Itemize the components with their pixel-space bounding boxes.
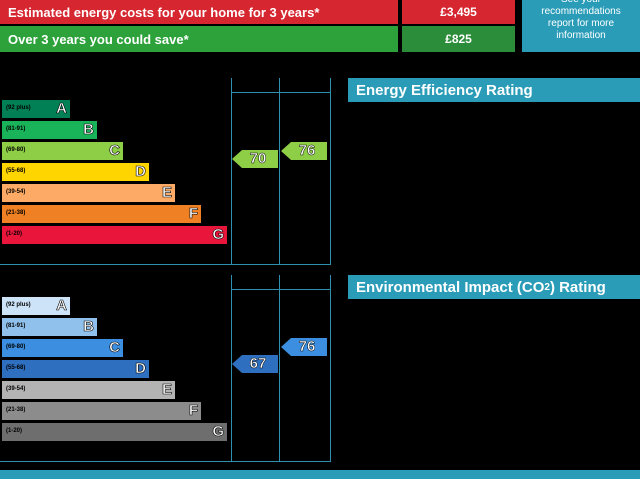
rating-band: (55-68) D <box>2 360 149 378</box>
divider <box>231 92 331 93</box>
band-letter: A <box>56 100 67 118</box>
band-range: (55-68) <box>6 365 26 371</box>
divider <box>0 264 331 265</box>
rating-band: (69-80) C <box>2 142 123 160</box>
rating-band: (1-20) G <box>2 226 227 244</box>
rating-band: (21-38) F <box>2 205 201 223</box>
band-range: (21-38) <box>6 407 26 413</box>
divider <box>231 78 232 265</box>
cost-label: Estimated energy costs for your home for… <box>0 0 398 24</box>
save-label: Over 3 years you could save* <box>0 26 398 52</box>
band-range: (39-54) <box>6 189 26 195</box>
title-part: ) Rating <box>549 278 606 296</box>
band-letter: D <box>135 163 146 181</box>
current-rating: 70 <box>232 150 278 168</box>
cost-value: £3,495 <box>402 0 515 24</box>
footer-bar <box>0 470 640 479</box>
band-letter: A <box>56 297 67 315</box>
band-range: (1-20) <box>6 428 23 434</box>
potential-rating: 76 <box>281 142 327 160</box>
divider <box>279 78 280 265</box>
band-letter: B <box>83 121 94 139</box>
rating-band: (39-54) E <box>2 184 175 202</box>
divider <box>279 275 280 462</box>
title-part: Environmental Impact (CO <box>356 278 545 296</box>
band-letter: C <box>109 339 120 357</box>
band-letter: E <box>161 381 173 399</box>
potential-rating: 76 <box>281 338 327 356</box>
band-letter: F <box>188 205 199 223</box>
band-letter: B <box>83 318 94 336</box>
rating-band: (55-68) D <box>2 163 149 181</box>
band-range: (69-80) <box>6 344 26 350</box>
band-range: (69-80) <box>6 147 26 153</box>
band-letter: E <box>161 184 173 202</box>
band-range: (1-20) <box>6 231 23 237</box>
divider <box>330 275 331 462</box>
save-value: £825 <box>402 26 515 52</box>
rating-band: (21-38) F <box>2 402 201 420</box>
title-part: 2 <box>544 281 550 293</box>
band-range: (21-38) <box>6 210 26 216</box>
band-range: (81-91) <box>6 126 26 132</box>
band-letter: F <box>188 402 199 420</box>
band-letter: G <box>212 423 224 441</box>
rating-band: (81-91) B <box>2 121 97 139</box>
rating-band: (69-80) C <box>2 339 123 357</box>
band-range: (39-54) <box>6 386 26 392</box>
rating-band: (92 plus) A <box>2 100 70 118</box>
rating-band: (92 plus) A <box>2 297 70 315</box>
band-range: (92 plus) <box>6 105 31 111</box>
rating-title: Environmental Impact (CO 2) Rating <box>348 275 640 299</box>
band-range: (81-91) <box>6 323 26 329</box>
band-letter: D <box>135 360 146 378</box>
rating-title: Energy Efficiency Rating <box>348 78 640 102</box>
band-range: (92 plus) <box>6 302 31 308</box>
divider <box>231 275 232 462</box>
band-range: (55-68) <box>6 168 26 174</box>
rating-band: (39-54) E <box>2 381 175 399</box>
current-rating: 67 <box>232 355 278 373</box>
divider <box>231 289 331 290</box>
divider <box>330 78 331 265</box>
title-part: Energy Efficiency Rating <box>356 81 533 99</box>
band-letter: C <box>109 142 120 160</box>
note: See your recommendations report for more… <box>522 0 640 52</box>
rating-band: (1-20) G <box>2 423 227 441</box>
divider <box>0 461 331 462</box>
band-letter: G <box>212 226 224 244</box>
rating-band: (81-91) B <box>2 318 97 336</box>
